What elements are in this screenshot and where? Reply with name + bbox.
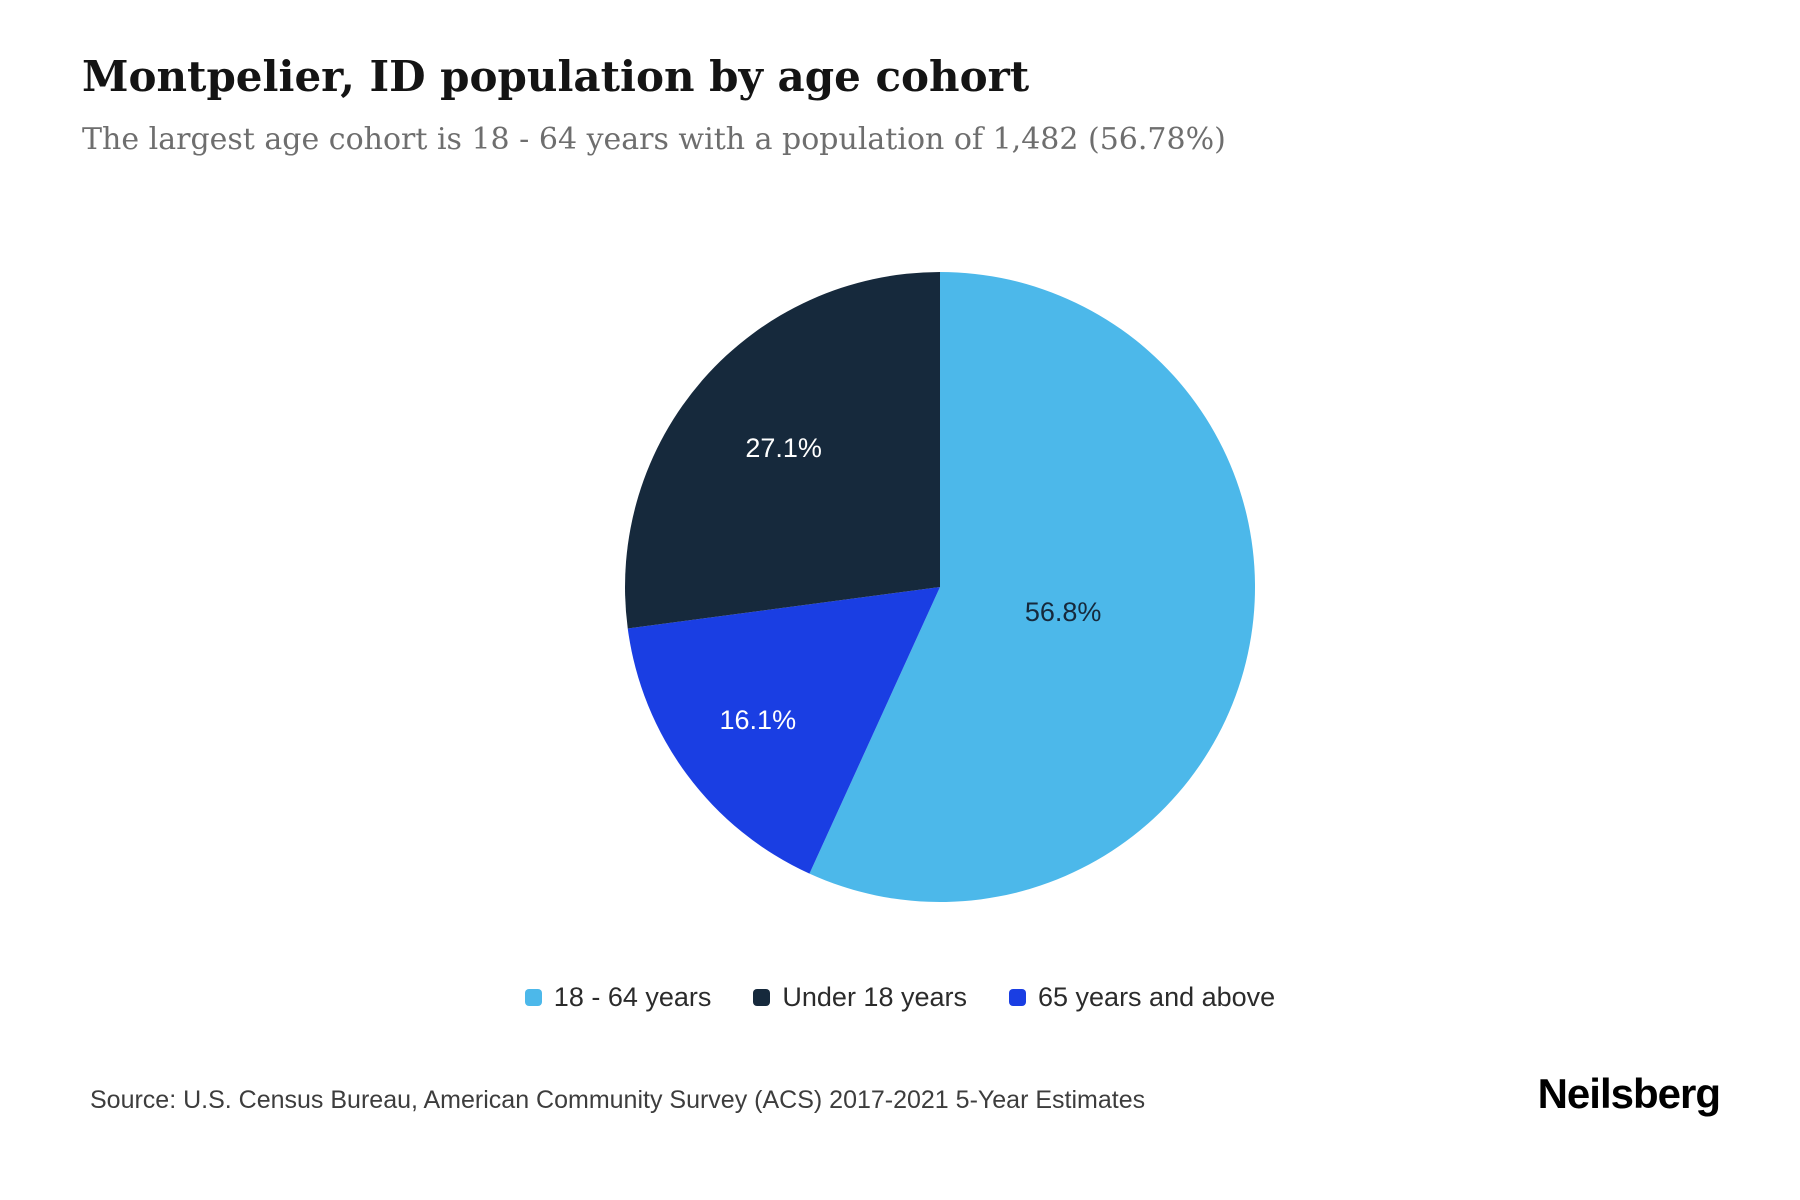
pie-slice-under-18-years[interactable] (625, 272, 940, 629)
legend-swatch-icon (753, 989, 771, 1006)
brand-logo: Neilsberg (1537, 1070, 1721, 1117)
legend-item-under-18-years[interactable]: Under 18 years (753, 982, 967, 1013)
pie-slice-value-label-65-years-and-above: 16.1% (720, 705, 797, 735)
pie-slice-18-64-years[interactable] (809, 272, 1256, 902)
page-title: Montpelier, ID population by age cohort (82, 52, 1030, 101)
source-note: Source: U.S. Census Bureau, American Com… (90, 1086, 1146, 1114)
pie-slice-65-years-and-above[interactable] (627, 587, 940, 874)
pie-chart: 56.8% 16.1% 27.1% (625, 272, 1256, 902)
legend-item-65-years-and-above[interactable]: 65 years and above (1009, 982, 1275, 1013)
pie-slice-value-label-18-64-years: 56.8% (1025, 597, 1102, 627)
chart-legend: 18 - 64 years Under 18 years 65 years and … (0, 982, 1800, 1013)
legend-swatch-icon (524, 989, 542, 1006)
legend-swatch-icon (1009, 989, 1026, 1006)
legend-item-18-64-years[interactable]: 18 - 64 years (524, 982, 712, 1013)
pie-slice-value-label-under-18-years: 27.1% (745, 433, 822, 463)
page-subtitle: The largest age cohort is 18 - 64 years … (82, 122, 1226, 157)
legend-label: 65 years and above (1038, 982, 1276, 1012)
legend-label: Under 18 years (782, 982, 967, 1012)
pie-chart-area: 56.8% 16.1% 27.1% (590, 237, 1290, 937)
legend-label: 18 - 64 years (553, 982, 712, 1012)
